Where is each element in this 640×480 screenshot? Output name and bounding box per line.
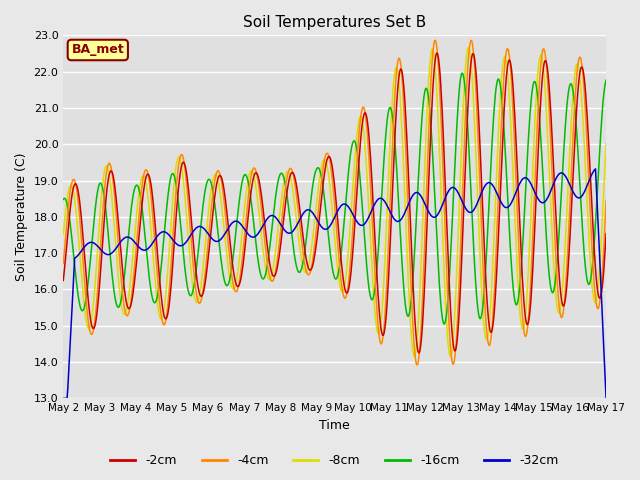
Legend: -2cm, -4cm, -8cm, -16cm, -32cm: -2cm, -4cm, -8cm, -16cm, -32cm: [106, 449, 564, 472]
X-axis label: Time: Time: [319, 419, 350, 432]
Y-axis label: Soil Temperature (C): Soil Temperature (C): [15, 153, 28, 281]
Text: BA_met: BA_met: [72, 44, 124, 57]
Title: Soil Temperatures Set B: Soil Temperatures Set B: [243, 15, 426, 30]
